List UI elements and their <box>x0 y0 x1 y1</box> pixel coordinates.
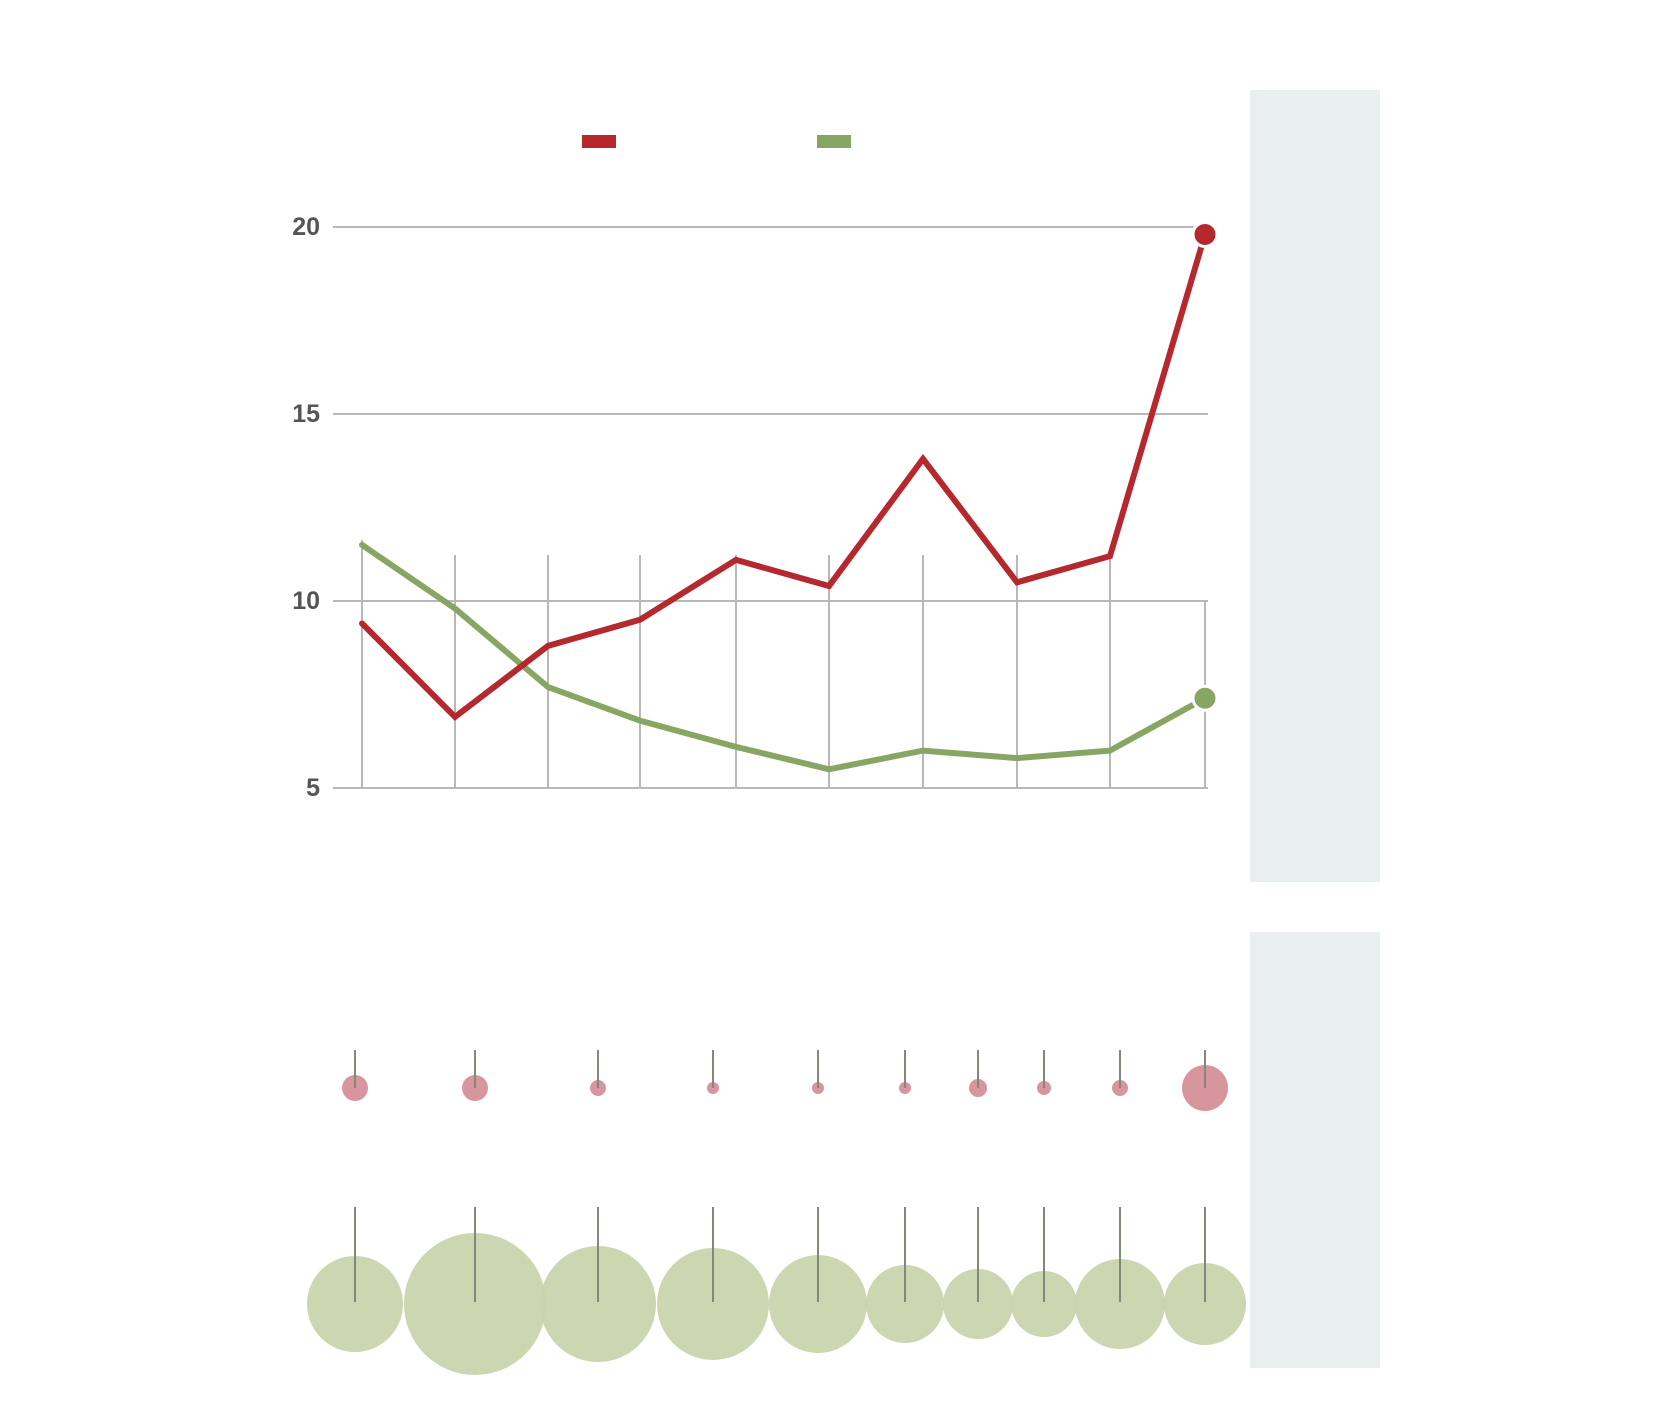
bubble-2-9 <box>1075 1259 1165 1349</box>
y-gridlines <box>333 226 1208 789</box>
bubble-2-6 <box>866 1265 944 1343</box>
bubble-2-7 <box>943 1269 1013 1339</box>
legend-swatch-series-2 <box>817 135 851 148</box>
bubble-2-4 <box>657 1248 769 1360</box>
side-panel-top <box>1250 90 1380 882</box>
bubble-2-2 <box>404 1233 546 1375</box>
side-panel-bottom <box>1250 932 1380 1368</box>
series-end-marker-2 <box>1191 684 1219 712</box>
bubble-2-3 <box>540 1246 656 1362</box>
bubble-2-8 <box>1011 1271 1077 1337</box>
y-tick-label: 20 <box>292 213 320 241</box>
series-line-2 <box>359 541 1208 773</box>
y-tick-label: 15 <box>292 400 320 428</box>
bubble-2-5 <box>769 1255 867 1353</box>
line-series <box>359 220 1219 773</box>
y-tick-labels: 5 10 15 20 <box>292 213 320 802</box>
bubble-stems <box>354 1050 1206 1302</box>
legend-swatch-series-1 <box>582 135 616 148</box>
series-end-marker-1 <box>1191 220 1219 248</box>
bubble-2-1 <box>307 1256 403 1352</box>
y-tick-label: 5 <box>306 774 320 802</box>
series-line-1 <box>359 231 1208 721</box>
bubble-series <box>307 1065 1246 1375</box>
y-tick-label: 10 <box>292 587 320 615</box>
bubble-2-10 <box>1164 1263 1246 1345</box>
